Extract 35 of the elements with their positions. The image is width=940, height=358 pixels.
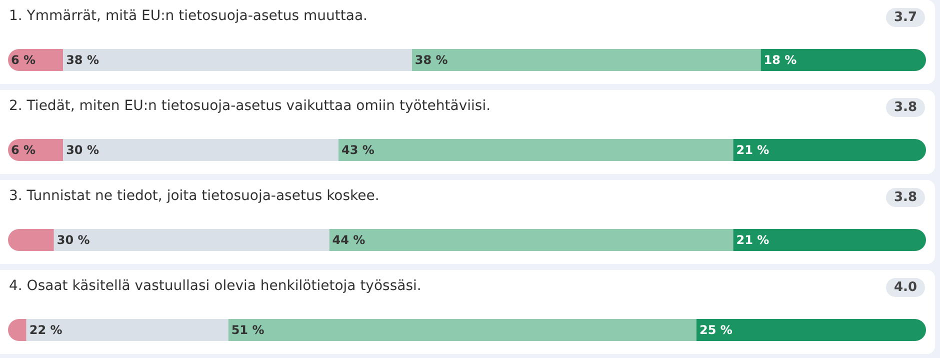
- data-label: 30 %: [66, 143, 99, 157]
- data-label: 18 %: [764, 53, 797, 67]
- bar: [228, 319, 696, 341]
- data-label: 38 %: [414, 53, 448, 67]
- bar: [733, 229, 926, 251]
- data-label: 44 %: [332, 233, 366, 247]
- data-label: 38 %: [66, 53, 99, 67]
- chart-title: 2. Tiedät, miten EU:n tietosuoja-asetus vaikuttaa omiin työtehtäviisi.: [9, 98, 491, 114]
- bar: [760, 49, 926, 71]
- data-label: 21 %: [736, 233, 770, 247]
- data-label: 43 %: [341, 143, 374, 157]
- bar: [412, 49, 761, 71]
- bar: [63, 139, 338, 161]
- bar: [8, 229, 54, 251]
- text: 4.0: [886, 278, 925, 297]
- chart-title: 3. Tunnistat ne tiedot, joita tietosuoja-asetus koskee.: [9, 188, 380, 204]
- text: 3.7: [886, 8, 925, 27]
- chart-title: 1. Ymmärrät, mitä EU:n tietosuoja-asetus muuttaa.: [9, 8, 368, 24]
- text: 3.8: [886, 188, 925, 207]
- data-label: 22 %: [29, 323, 62, 337]
- data-label: 6 %: [11, 53, 36, 67]
- bar: [338, 139, 734, 161]
- data-label: 25 %: [700, 323, 732, 337]
- bar: [329, 229, 734, 251]
- data-label: 6 %: [11, 143, 36, 157]
- bar: [63, 49, 412, 71]
- data-label: 30 %: [56, 233, 90, 247]
- data-label: 21 %: [736, 143, 770, 157]
- data-label: 51 %: [231, 323, 264, 337]
- text: 3.8: [886, 98, 925, 117]
- bar: [696, 319, 926, 341]
- chart-title: 4. Osaat käsitellä vastuullasi olevia henkilötietoja työssäsi.: [9, 278, 422, 294]
- bar: [54, 229, 330, 251]
- bar: [26, 319, 228, 341]
- bar: [733, 139, 926, 161]
